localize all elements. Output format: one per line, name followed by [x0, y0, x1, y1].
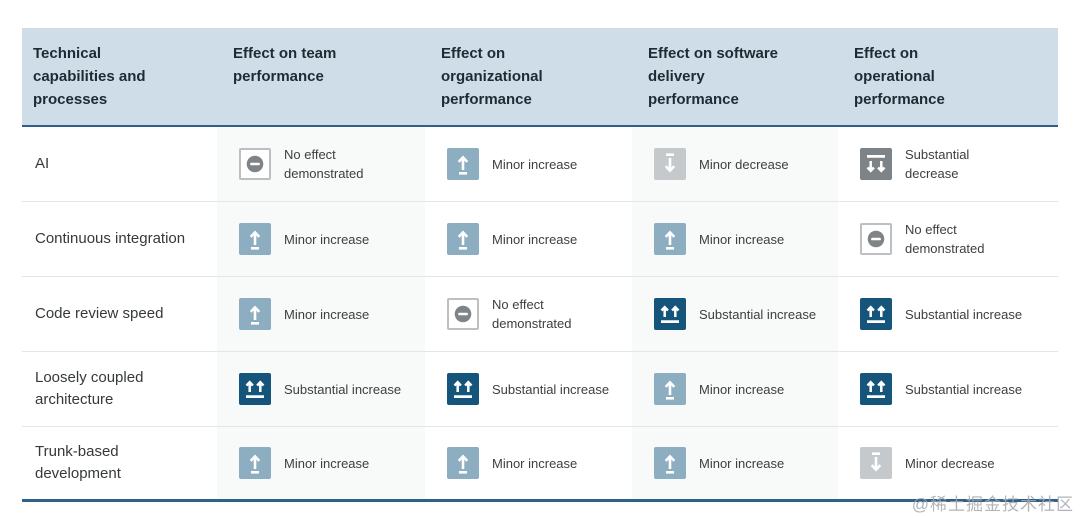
arrow-down-icon [860, 447, 892, 479]
watermark: @稀土掘金技术社区 [911, 495, 1074, 514]
effect-cell: Minor increase [425, 202, 632, 276]
double-arrow-up-icon [860, 298, 892, 330]
effect-cell: Substantial increase [217, 352, 425, 426]
effect-cell: Minor increase [425, 127, 632, 201]
capability-label: AI [35, 155, 50, 172]
capability-cell: Code review speed [22, 277, 217, 351]
effect-cell: Minor increase [425, 427, 632, 499]
column-header-software-delivery-performance: Effect on software delivery performance [632, 28, 838, 125]
effect-label: No effect demonstrated [492, 297, 572, 331]
double-arrow-up-icon [860, 373, 892, 405]
table-row: AI No effect demonstrated Minor increase Mi… [22, 127, 1058, 202]
effects-table: Technical capabilities and processes Eff… [22, 28, 1058, 502]
effect-label: Substantial increase [699, 306, 817, 322]
arrow-up-icon [654, 447, 686, 479]
no-effect-icon [860, 223, 892, 255]
double-arrow-up-icon [447, 373, 479, 405]
column-header-operational-performance: Effect on operational performance [838, 28, 1058, 125]
capability-label: Code review speed [35, 305, 164, 322]
effect-label: Minor increase [492, 156, 578, 172]
arrow-up-icon [239, 447, 271, 479]
effect-cell: Substantial increase [632, 277, 838, 351]
column-header-label: Effect on team performance [233, 45, 337, 85]
effect-cell: Minor increase [217, 427, 425, 499]
effect-cell: Minor increase [632, 202, 838, 276]
table-row: Loosely coupled architecture Substantial … [22, 352, 1058, 427]
effect-label: Substantial increase [905, 306, 1023, 322]
capability-cell: Continuous integration [22, 202, 217, 276]
capability-label: Continuous integration [35, 230, 186, 247]
column-header-label: Effect on operational performance [854, 45, 945, 108]
column-header-capabilities: Technical capabilities and processes [22, 28, 217, 125]
column-header-label: Effect on organizational performance [441, 45, 543, 108]
effect-cell: Minor increase [632, 352, 838, 426]
effect-label: Minor increase [699, 231, 785, 247]
table-row: Continuous integration Minor increase Mino… [22, 202, 1058, 277]
effect-cell: No effect demonstrated [217, 127, 425, 201]
capability-cell: Loosely coupled architecture [22, 352, 217, 426]
effect-cell: Substantial decrease [838, 127, 1058, 201]
effect-label: Substantial increase [905, 381, 1023, 397]
arrow-up-icon [447, 447, 479, 479]
effect-cell: Substantial increase [838, 277, 1058, 351]
effect-cell: Substantial increase [425, 352, 632, 426]
effect-label: Minor increase [284, 306, 370, 322]
arrow-up-icon [654, 373, 686, 405]
effect-label: Minor decrease [699, 156, 789, 172]
table-row: Code review speed Minor increase No effect… [22, 277, 1058, 352]
arrow-up-icon [239, 223, 271, 255]
table-body: AI No effect demonstrated Minor increase Mi… [22, 127, 1058, 502]
arrow-down-icon [654, 148, 686, 180]
no-effect-icon [239, 148, 271, 180]
double-arrow-down-icon [860, 148, 892, 180]
arrow-up-icon [447, 223, 479, 255]
effect-cell: Minor decrease [838, 427, 1058, 499]
effect-label: Minor increase [284, 231, 370, 247]
double-arrow-up-icon [654, 298, 686, 330]
double-arrow-up-icon [239, 373, 271, 405]
effect-label: Minor increase [492, 231, 578, 247]
capability-cell: AI [22, 127, 217, 201]
column-header-organizational-performance: Effect on organizational performance [425, 28, 632, 125]
effect-label: Minor decrease [905, 455, 995, 471]
column-header-label: Technical capabilities and processes [33, 45, 146, 108]
effect-label: No effect demonstrated [905, 222, 985, 256]
capability-label: Loosely coupled architecture [35, 369, 144, 408]
effect-label: Minor increase [492, 455, 578, 471]
effect-label: Minor increase [284, 455, 370, 471]
capability-label: Trunk-based development [35, 443, 121, 482]
effect-cell: Minor decrease [632, 127, 838, 201]
effect-cell: No effect demonstrated [838, 202, 1058, 276]
effect-cell: Minor increase [217, 277, 425, 351]
table-row: Trunk-based development Minor increase Min… [22, 427, 1058, 502]
table-header-row: Technical capabilities and processes Eff… [22, 28, 1058, 127]
effect-label: Substantial increase [284, 381, 402, 397]
effect-cell: Substantial increase [838, 352, 1058, 426]
effect-label: Minor increase [699, 381, 785, 397]
arrow-up-icon [447, 148, 479, 180]
no-effect-icon [447, 298, 479, 330]
effect-label: Substantial decrease [905, 147, 970, 181]
arrow-up-icon [654, 223, 686, 255]
column-header-team-performance: Effect on team performance [217, 28, 425, 125]
effect-cell: No effect demonstrated [425, 277, 632, 351]
column-header-label: Effect on software delivery performance [648, 45, 779, 108]
effect-cell: Minor increase [217, 202, 425, 276]
effect-label: Substantial increase [492, 381, 610, 397]
effect-cell: Minor increase [632, 427, 838, 499]
effect-label: Minor increase [699, 455, 785, 471]
capability-cell: Trunk-based development [22, 427, 217, 499]
effect-label: No effect demonstrated [284, 147, 364, 181]
arrow-up-icon [239, 298, 271, 330]
